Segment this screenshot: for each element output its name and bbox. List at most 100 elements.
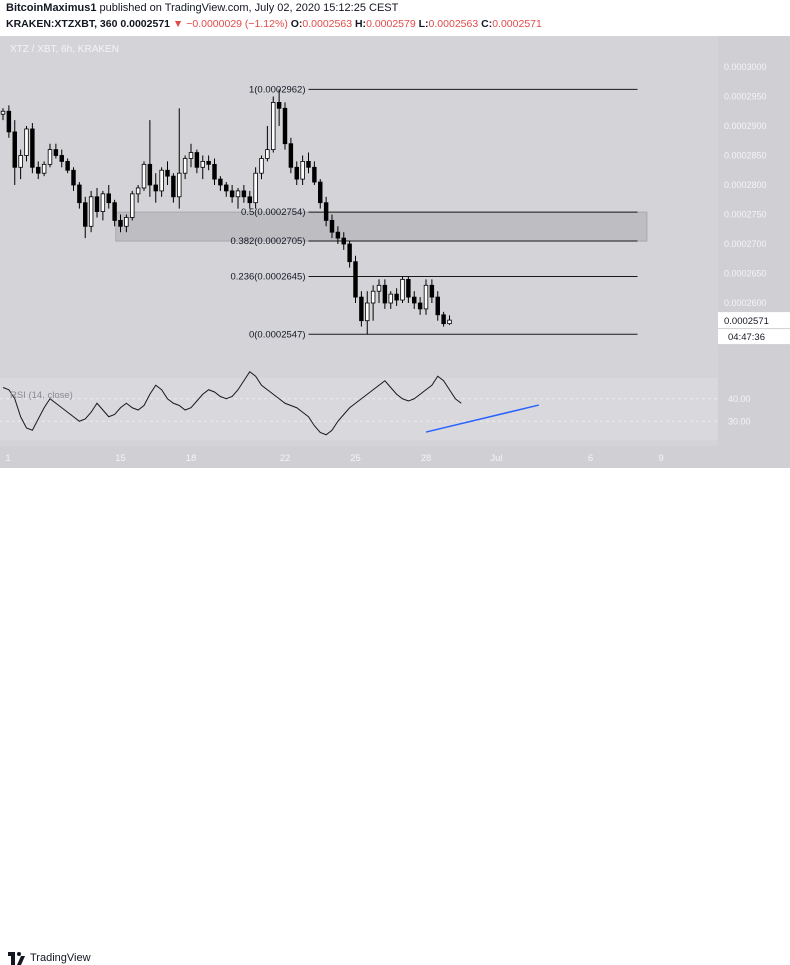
- price-axis-ticks: 0.0003000 0.0002950 0.0002900 0.0002850 0.00…: [724, 62, 767, 338]
- rsi-level-label: 40.00: [728, 394, 751, 404]
- candle-body: [83, 202, 88, 227]
- open-value: 0.0002563: [302, 18, 353, 30]
- candle-body: [12, 131, 17, 168]
- candle-body: [88, 196, 94, 227]
- candle-body: [194, 152, 200, 168]
- price-tick-label: 0.0002900: [724, 121, 767, 131]
- candle-body: [335, 231, 341, 239]
- candle-body: [6, 110, 12, 133]
- price-tick-label: 0.0002650: [724, 269, 767, 279]
- candle-body: [130, 193, 135, 218]
- candle-body: [441, 314, 446, 325]
- rsi-label: RSI (14, close): [10, 390, 73, 401]
- candle-body: [218, 178, 223, 186]
- resistance-zone: [115, 211, 648, 242]
- fib-label: 0.5(0.0002754): [241, 207, 305, 218]
- candle-body: [417, 302, 423, 310]
- tradingview-brand[interactable]: TradingView: [30, 952, 91, 964]
- candle-body: [0, 110, 6, 115]
- price-tick-label: 0.0002700: [724, 239, 767, 249]
- time-tick-label: 6: [588, 453, 593, 464]
- candle-body: [247, 196, 252, 204]
- candle-body: [241, 190, 247, 198]
- candle-body: [147, 163, 153, 186]
- candle-body: [229, 190, 235, 198]
- rsi-trendline: [425, 404, 539, 433]
- candle-body: [124, 217, 129, 227]
- candle-body: [294, 166, 299, 180]
- candle-body: [329, 219, 335, 233]
- candle-body: [71, 169, 76, 186]
- candle-body: [135, 187, 141, 195]
- footer: TradingView: [0, 474, 790, 965]
- low-value: 0.0002563: [428, 18, 479, 30]
- tradingview-logo-icon[interactable]: [8, 952, 26, 965]
- fib-label: 0.236(0.0002645): [230, 271, 305, 282]
- price-tick-label: 0.0002950: [724, 92, 767, 102]
- price-tick-label: 0.0002850: [724, 151, 767, 161]
- candle-body: [423, 284, 429, 310]
- candle-body: [347, 243, 352, 263]
- candle-body: [435, 296, 440, 316]
- candle-body: [212, 163, 217, 180]
- candle-body: [376, 284, 382, 292]
- candle-body: [177, 172, 182, 198]
- candle-body: [382, 284, 388, 304]
- candle-body: [271, 102, 276, 151]
- candle-body: [394, 293, 399, 301]
- publish-info: published on TradingView.com, July 02, 2…: [99, 2, 399, 14]
- fib-label: 0.382(0.0002705): [230, 236, 305, 247]
- time-axis[interactable]: [0, 446, 718, 468]
- symbol-label: KRAKEN:XTZXBT, 360: [6, 18, 118, 30]
- fib-label: 0(0.0002547): [249, 329, 306, 340]
- candle-body: [118, 219, 123, 227]
- rsi-line: [2, 371, 462, 436]
- price-tick-label: 0.0002800: [724, 180, 767, 190]
- candle-body: [106, 193, 111, 204]
- candle-body: [253, 172, 258, 204]
- candle-body: [370, 290, 376, 304]
- candle-body: [159, 169, 164, 192]
- low-label: L:: [418, 18, 429, 30]
- time-tick-label: 15: [115, 453, 126, 464]
- candle-body: [59, 155, 64, 162]
- candle-body: [53, 149, 59, 156]
- pair-label: XTZ / XBT, 6h, KRAKEN: [10, 44, 119, 55]
- candle-body: [412, 296, 417, 304]
- price-axis[interactable]: [718, 36, 790, 468]
- candle-body: [282, 107, 288, 145]
- time-tick-label: 1: [5, 453, 10, 464]
- publish-line: BitcoinMaximus1 published on TradingView…: [6, 2, 398, 14]
- time-tick-label: 25: [350, 453, 361, 464]
- price-tag-value: 0.0002571: [724, 316, 769, 327]
- candle-body: [447, 319, 452, 325]
- symbol-line: KRAKEN:XTZXBT, 360 0.0002571 ▼ −0.000002…: [6, 18, 542, 30]
- candle-body: [188, 152, 194, 159]
- candle-body: [341, 237, 346, 245]
- author-name[interactable]: BitcoinMaximus1: [6, 2, 97, 14]
- price-change: ▼ −0.0000029 (−1.12%): [172, 18, 288, 30]
- high-value: 0.0002579: [366, 18, 416, 30]
- price-tag-box: [718, 312, 790, 329]
- candle-body: [318, 181, 323, 204]
- candle-body: [30, 128, 35, 168]
- candlestick-chart[interactable]: 1(0.0002962) 0.5(0.0002754) 0.382(0.000270…: [0, 0, 790, 496]
- candle-body: [18, 155, 23, 168]
- candle-body: [224, 184, 229, 192]
- candle-body: [359, 296, 364, 322]
- price-tick-label: 0.0003000: [724, 62, 767, 72]
- candle-body: [323, 202, 329, 221]
- candle-body: [24, 128, 29, 156]
- candle-body: [112, 202, 117, 221]
- candle-body: [429, 284, 435, 298]
- candle-body: [206, 160, 211, 165]
- candle-body: [288, 143, 294, 168]
- time-tick-label: 9: [658, 453, 663, 464]
- price-tick-label: 0.0002600: [724, 298, 767, 308]
- countdown-box: [718, 329, 790, 345]
- candle-body: [77, 184, 82, 204]
- candle-body: [235, 190, 241, 198]
- close-value: 0.0002571: [492, 18, 542, 30]
- candle-body: [265, 149, 270, 159]
- candle-body: [41, 163, 47, 174]
